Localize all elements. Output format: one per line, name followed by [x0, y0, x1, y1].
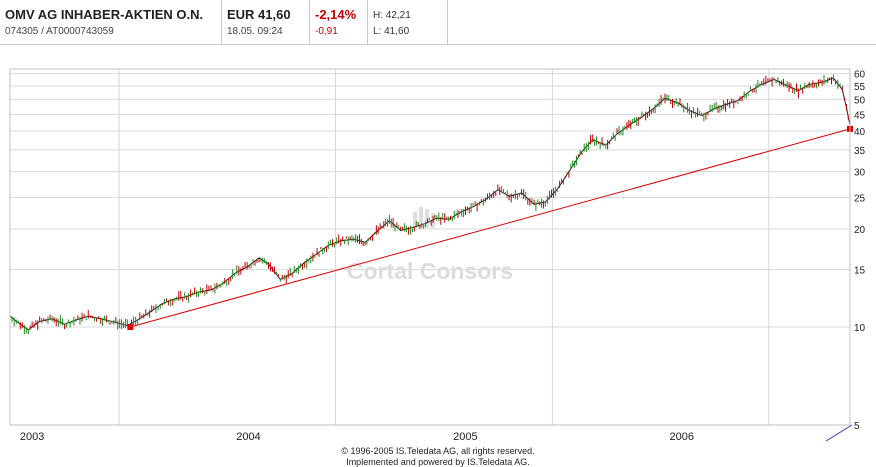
security-cell: OMV AG INHABER-AKTIEN O.N. 074305 / AT00… [0, 0, 222, 44]
quote-header: OMV AG INHABER-AKTIEN O.N. 074305 / AT00… [0, 0, 876, 45]
y-tick-label: 30 [854, 168, 866, 179]
change-absolute: -0,91 [315, 26, 338, 37]
change-percent: -2,14% [315, 7, 357, 22]
last-price: EUR 41,60 [227, 7, 291, 22]
x-tick-label: 2005 [453, 431, 477, 443]
y-tick-label: 60 [854, 70, 866, 81]
trend-endpoint-marker [127, 323, 134, 330]
y-tick-label: 45 [854, 110, 866, 121]
price-series [9, 74, 851, 335]
chart-watermark: Cortal Consors [347, 207, 513, 284]
x-tick-label: 2006 [670, 431, 694, 443]
y-tick-label: 10 [854, 323, 866, 334]
y-tick-label: 40 [854, 127, 866, 138]
quote-datetime: 18.05. 09:24 [227, 26, 283, 37]
day-low: L: 41,60 [373, 26, 410, 37]
y-tick-label: 25 [854, 193, 866, 204]
x-tick-label: 2004 [236, 431, 260, 443]
y-tick-label: 50 [854, 95, 866, 106]
y-tick-label: 5 [854, 421, 860, 432]
y-tick-label: 15 [854, 266, 866, 277]
range-cell: H: 42,21 L: 41,60 [368, 0, 448, 44]
change-cell: -2,14% -0,91 [310, 0, 368, 44]
plot-frame [9, 68, 851, 426]
watermark-text: Cortal Consors [347, 258, 513, 284]
price-cell: EUR 41,60 18.05. 09:24 [222, 0, 310, 44]
copyright-line: © 1996-2005 IS.Teledata AG, all rights r… [341, 446, 535, 456]
y-tick-label: 20 [854, 225, 866, 236]
chart-wave-decoration [825, 424, 853, 442]
price-line [9, 77, 851, 331]
security-ids: 074305 / AT0000743059 [5, 26, 114, 37]
trend-line [130, 128, 851, 328]
y-tick-label: 35 [854, 146, 866, 157]
chart-grid [10, 69, 850, 426]
y-tick-label: 55 [854, 82, 866, 93]
x-axis: 2003 2004 2005 2006 [20, 431, 694, 443]
security-name: OMV AG INHABER-AKTIEN O.N. [5, 7, 204, 22]
x-tick-label: 2003 [20, 431, 44, 443]
powered-by-line: Implemented and powered by IS.Teledata A… [346, 457, 530, 467]
day-high: H: 42,21 [373, 10, 411, 21]
